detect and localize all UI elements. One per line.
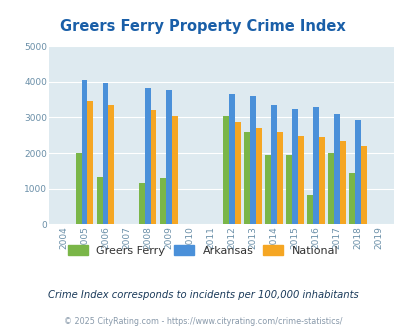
Bar	[102, 83, 108, 224]
Bar	[144, 87, 150, 224]
Bar	[222, 116, 228, 224]
Text: Crime Index corresponds to incidents per 100,000 inhabitants: Crime Index corresponds to incidents per…	[47, 290, 358, 300]
Bar	[339, 141, 345, 224]
Bar	[286, 154, 291, 224]
Bar	[108, 105, 114, 224]
Bar	[171, 116, 177, 224]
Bar	[243, 132, 249, 224]
Bar	[234, 122, 240, 224]
Bar	[312, 107, 318, 224]
Bar	[81, 80, 87, 224]
Bar	[318, 137, 324, 224]
Bar	[291, 109, 297, 224]
Bar	[139, 183, 144, 224]
Bar	[96, 177, 102, 224]
Bar	[249, 96, 255, 224]
Bar	[87, 101, 93, 224]
Bar	[348, 173, 354, 224]
Bar	[75, 153, 81, 224]
Bar	[360, 146, 366, 224]
Bar	[165, 90, 171, 224]
Bar	[160, 179, 165, 224]
Bar	[327, 153, 333, 224]
Bar	[333, 114, 339, 224]
Text: Greers Ferry Property Crime Index: Greers Ferry Property Crime Index	[60, 19, 345, 34]
Bar	[306, 195, 312, 224]
Bar	[297, 136, 303, 224]
Bar	[255, 128, 261, 224]
Bar	[228, 94, 234, 224]
Bar	[270, 105, 276, 224]
Bar	[276, 132, 282, 224]
Legend: Greers Ferry, Arkansas, National: Greers Ferry, Arkansas, National	[63, 241, 342, 260]
Bar	[264, 154, 270, 224]
Bar	[354, 119, 360, 224]
Text: © 2025 CityRating.com - https://www.cityrating.com/crime-statistics/: © 2025 CityRating.com - https://www.city…	[64, 317, 341, 326]
Bar	[150, 110, 156, 224]
